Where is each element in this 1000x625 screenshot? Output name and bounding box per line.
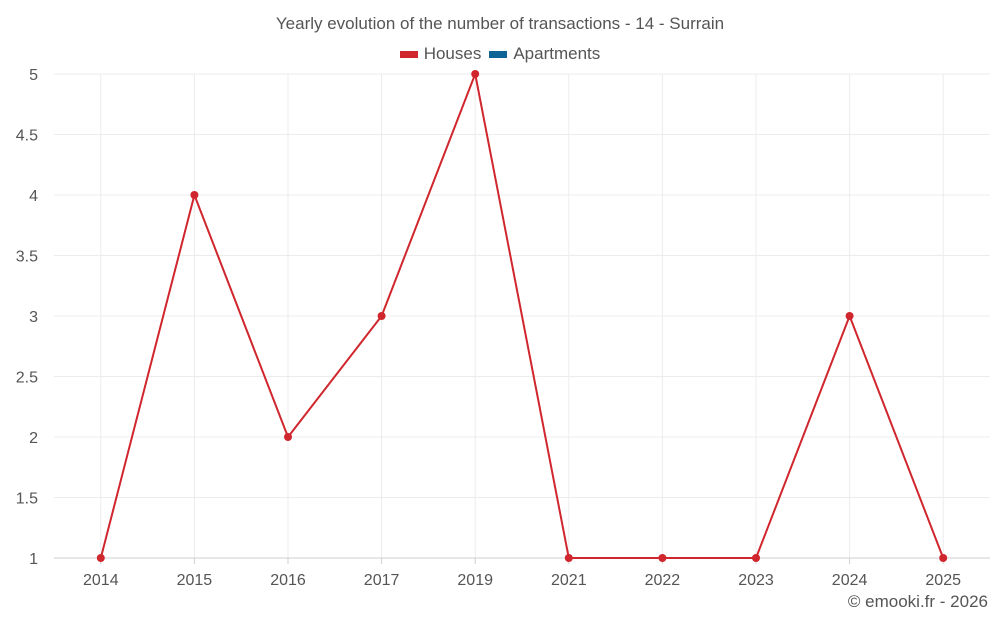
x-tick-label: 2015 (177, 572, 213, 589)
houses-point-2024[interactable] (845, 312, 854, 320)
houses-point-2025[interactable] (939, 554, 948, 562)
legend-label-apartments: Apartments (513, 44, 601, 63)
houses-point-2023[interactable] (752, 554, 760, 562)
y-tick-label: 2.5 (16, 370, 38, 387)
houses-point-2022[interactable] (658, 554, 667, 562)
y-tick-label: 4 (29, 188, 38, 205)
copyright-credit: © emooki.fr - 2026 (847, 592, 988, 611)
x-tick-label: 2021 (551, 572, 587, 589)
legend-item-apartments[interactable]: Apartments (489, 44, 600, 64)
x-tick-label: 2016 (270, 572, 306, 589)
y-tick-label: 3 (29, 309, 38, 326)
x-tick-label: 2014 (83, 572, 119, 589)
chart-title: Yearly evolution of the number of transa… (275, 14, 725, 33)
houses-point-2019[interactable] (471, 70, 480, 78)
x-tick-label: 2022 (645, 572, 681, 589)
legend-label-houses: Houses (423, 44, 482, 63)
axes: 1 1.5 2 2.5 3 3.5 4 4.5 5 2014 2015 2016 2017 2019 202… (16, 67, 990, 589)
legend-swatch-apartments (489, 50, 508, 58)
x-tick-label: 2025 (925, 572, 961, 589)
y-tick-label: 1.5 (16, 491, 38, 508)
houses-point-2021[interactable] (564, 554, 573, 562)
y-tick-label: 5 (29, 67, 38, 84)
x-tick-label: 2024 (832, 572, 868, 589)
y-tick-label: 4.5 (16, 128, 38, 145)
x-tick-label: 2017 (364, 572, 400, 589)
houses-line (99, 73, 945, 559)
y-tick-label: 3.5 (16, 249, 38, 266)
y-tick-label: 2 (29, 430, 38, 447)
legend: Houses Apartments (0, 44, 1000, 64)
legend-item-houses[interactable]: Houses (399, 44, 482, 64)
y-tick-label: 1 (29, 551, 38, 568)
x-tick-label: 2019 (457, 572, 493, 589)
legend-swatch-houses (399, 50, 418, 58)
houses-point-2017[interactable] (377, 312, 386, 320)
houses-point-2015[interactable] (190, 191, 199, 199)
x-tick-label: 2023 (738, 572, 774, 589)
series-houses (96, 70, 948, 562)
houses-point-2014[interactable] (96, 554, 105, 562)
houses-point-2016[interactable] (284, 433, 292, 441)
